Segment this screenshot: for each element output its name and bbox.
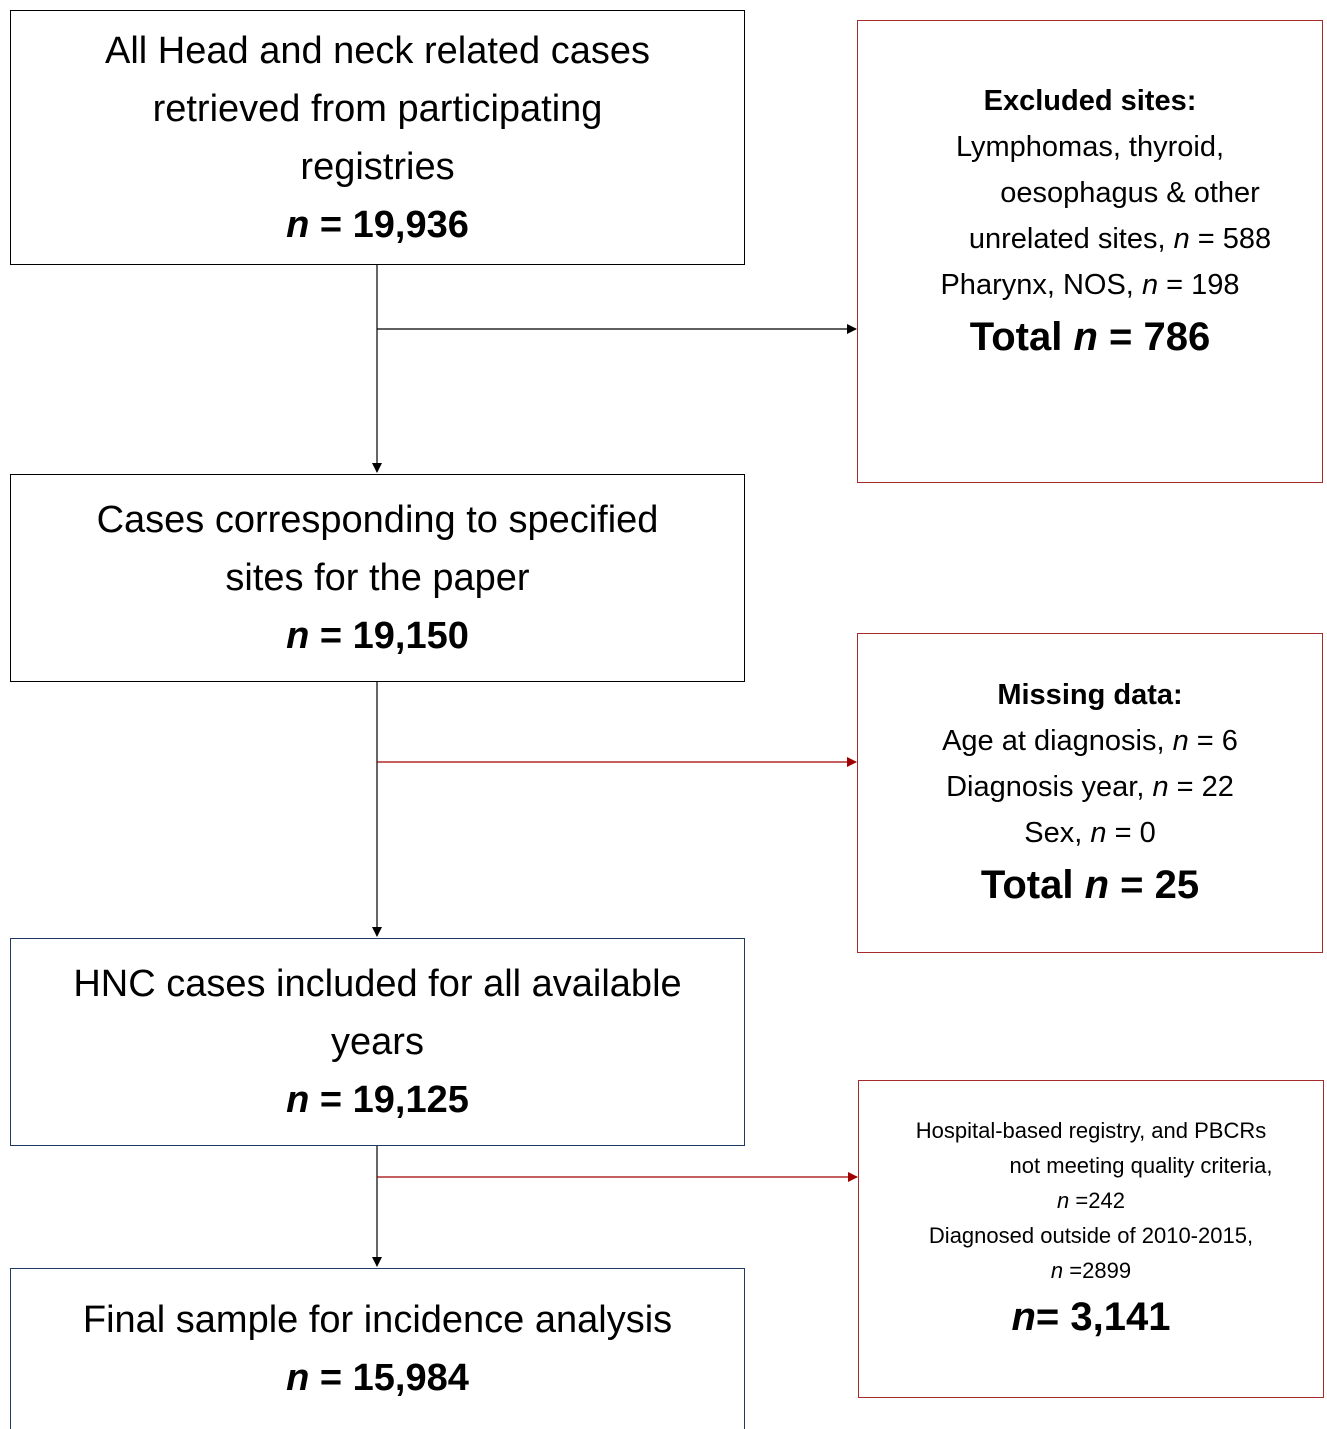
count-value: = 15,984 xyxy=(309,1357,469,1399)
n-symbol: n xyxy=(1084,863,1110,907)
n-symbol: n xyxy=(1173,222,1190,255)
text: Diagnosed outside of 2010-2015, xyxy=(928,1222,1254,1248)
count-value: = 19,125 xyxy=(309,1079,469,1121)
text: = 0 xyxy=(1106,817,1156,849)
total: Total n = 25 xyxy=(981,856,1199,914)
box-text: Lymphomas, thyroid, xyxy=(956,124,1224,170)
text: =242 xyxy=(1069,1187,1125,1213)
box-text: Cases corresponding to specified xyxy=(96,499,659,541)
box-text: HNC cases included for all available xyxy=(73,963,682,1005)
box-text: years xyxy=(331,1021,424,1063)
text: Age at diagnosis, xyxy=(942,725,1173,757)
text: Total xyxy=(969,314,1074,359)
step-box: All Head and neck related cases retrieve… xyxy=(10,10,745,265)
text: = 198 xyxy=(1158,268,1240,301)
n-symbol: n xyxy=(286,1357,310,1399)
box-text: unrelated sites, n = 588 xyxy=(909,216,1271,262)
box-text: Final sample for incidence analysis xyxy=(82,1299,673,1341)
exclusion-box: Excluded sites: Lymphomas, thyroid, oeso… xyxy=(857,20,1323,483)
text: = 3,141 xyxy=(1035,1294,1171,1339)
text: not meeting quality criteria, xyxy=(1009,1152,1273,1178)
n-symbol: n xyxy=(1050,1257,1064,1283)
exclusion-box: Hospital-based registry, and PBCRs not m… xyxy=(858,1080,1324,1398)
box-text: sites for the paper xyxy=(225,557,530,599)
step-box: Cases corresponding to specified sites f… xyxy=(10,474,745,682)
total: Total n = 786 xyxy=(970,308,1210,366)
n-symbol: n xyxy=(1172,725,1189,757)
box-text: Diagnosed outside of 2010-2015, xyxy=(929,1218,1253,1253)
step-box: HNC cases included for all available yea… xyxy=(10,938,745,1146)
count: n = 15,984 xyxy=(286,1349,469,1407)
text: = 25 xyxy=(1109,863,1200,907)
n-symbol: n xyxy=(1141,268,1159,301)
exclusion-box: Missing data: Age at diagnosis, n = 6 Di… xyxy=(857,633,1323,953)
text: = 6 xyxy=(1188,725,1238,757)
n-symbol: n xyxy=(286,615,310,657)
count: n = 19,150 xyxy=(286,607,469,665)
box-text: Diagnosis year, n = 22 xyxy=(946,764,1234,810)
count: n = 19,125 xyxy=(286,1071,469,1129)
n-symbol: n xyxy=(1090,817,1107,849)
n-symbol: n xyxy=(1011,1294,1036,1339)
box-text: n =242 xyxy=(1057,1183,1125,1218)
text: =2899 xyxy=(1063,1257,1132,1283)
text: = 786 xyxy=(1097,314,1211,359)
total: n= 3,141 xyxy=(1011,1288,1170,1346)
box-text: Age at diagnosis, n = 6 xyxy=(942,718,1238,764)
text: Pharynx, NOS, xyxy=(940,268,1142,301)
n-symbol: n xyxy=(1057,1187,1070,1213)
text: Total xyxy=(980,863,1085,907)
box-heading: Excluded sites: xyxy=(983,84,1197,117)
count: n = 19,936 xyxy=(286,196,469,254)
n-symbol: n xyxy=(286,203,310,246)
box-text: Hospital-based registry, and PBCRs xyxy=(916,1113,1267,1148)
n-symbol: n xyxy=(1152,771,1169,803)
text: = 22 xyxy=(1168,771,1234,803)
text: Hospital-based registry, and PBCRs xyxy=(915,1117,1267,1143)
text: Lymphomas, thyroid, xyxy=(955,130,1225,163)
text: oesophagus & other xyxy=(1000,176,1260,209)
text: = 588 xyxy=(1189,222,1272,255)
box-text: not meeting quality criteria, xyxy=(910,1148,1273,1183)
box-text: All Head and neck related cases xyxy=(105,29,650,72)
box-text: registries xyxy=(300,145,455,188)
box-text: Pharynx, NOS, n = 198 xyxy=(940,262,1239,308)
text: unrelated sites, xyxy=(968,222,1174,255)
count-value: = 19,936 xyxy=(309,203,469,246)
text: Sex, xyxy=(1024,817,1091,849)
text: Diagnosis year, xyxy=(946,771,1153,803)
box-text: Sex, n = 0 xyxy=(1024,810,1155,856)
step-box: Final sample for incidence analysis n = … xyxy=(10,1268,745,1429)
n-symbol: n xyxy=(1073,314,1098,359)
box-heading: Missing data: xyxy=(997,679,1183,711)
box-text: oesophagus & other xyxy=(920,170,1260,216)
box-text: retrieved from participating xyxy=(152,87,603,130)
n-symbol: n xyxy=(286,1079,310,1121)
box-text: n =2899 xyxy=(1051,1253,1131,1288)
count-value: = 19,150 xyxy=(309,615,469,657)
